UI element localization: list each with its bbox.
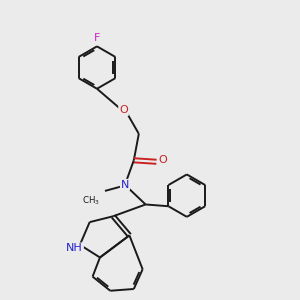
Text: N: N bbox=[121, 180, 129, 190]
Text: CH$_3$: CH$_3$ bbox=[82, 194, 100, 207]
Text: F: F bbox=[94, 33, 100, 43]
Text: NH: NH bbox=[66, 243, 83, 253]
Text: O: O bbox=[159, 155, 167, 165]
Text: O: O bbox=[119, 105, 128, 115]
